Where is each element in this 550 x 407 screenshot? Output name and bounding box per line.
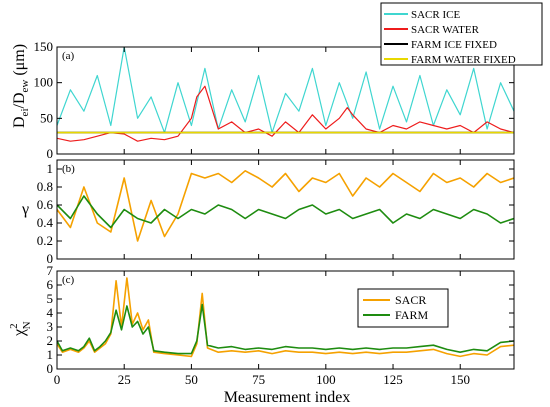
panel-c-ytick-label: 0 xyxy=(47,361,54,376)
x-tick-label: 0 xyxy=(54,372,61,387)
panel-a-ylabel: Dei/Dew (μm) xyxy=(11,44,31,128)
legend-label-farm-ice-fixed: FARM ICE FIXED xyxy=(411,39,497,51)
panel-c-series-sacr xyxy=(57,277,514,358)
x-tick-label: 100 xyxy=(316,372,336,387)
frame-layer xyxy=(56,46,515,370)
legend-panel-a: SACR ICE SACR WATER FARM ICE FIXED FARM WAT… xyxy=(380,2,543,66)
panel-a-frame xyxy=(56,46,515,155)
legend-label-farm: FARM xyxy=(395,308,428,322)
panel-b-series-sacr xyxy=(57,170,514,242)
legend-label-sacr-water: SACR WATER xyxy=(411,24,480,36)
legend-label-sacr: SACR xyxy=(395,293,426,307)
panel-c-frame xyxy=(56,270,515,370)
panel-a-series-sacr-water xyxy=(57,85,514,142)
x-tick-label: 150 xyxy=(450,372,470,387)
panel-c-ytick-label: 3 xyxy=(47,319,54,334)
x-tick-label: 25 xyxy=(118,372,131,387)
panel-b-series-group xyxy=(57,170,514,242)
panel-a-ytick-label: 0 xyxy=(47,146,54,161)
panel-c-series-group xyxy=(57,277,514,358)
panel-a-series-sacr-ice xyxy=(57,47,514,134)
panel-b-ytick-label: 0.6 xyxy=(37,197,54,212)
x-axis-label: Measurement index xyxy=(224,389,351,406)
panel-a-ytick-label: 50 xyxy=(40,110,53,125)
legend-panel-c-box xyxy=(357,288,449,328)
panel-b-ytick-label: 0.8 xyxy=(37,179,53,194)
panel-b-ytick-label: 0.2 xyxy=(37,233,53,248)
text-layer: Dei/Dew (μm) γ χ2N Measurement index 050… xyxy=(8,2,543,406)
panel-c-ytick-label: 6 xyxy=(47,277,54,292)
panel-a-series-group xyxy=(57,47,514,142)
panel-b-frame xyxy=(56,159,515,260)
legend-label-farm-water-fixed: FARM WATER FIXED xyxy=(411,54,516,66)
panel-a-ytick-label: 150 xyxy=(34,39,54,54)
panel-b-ytick-label: 0.4 xyxy=(37,215,54,230)
panel-a-ytick-label: 100 xyxy=(34,75,54,90)
x-tick-label: 125 xyxy=(383,372,403,387)
panel-c-ylabel: χ2N xyxy=(8,321,33,337)
data-layer xyxy=(57,47,514,358)
panel-b-series-farm xyxy=(57,195,514,229)
panel-c-ytick-label: 4 xyxy=(47,305,54,320)
panel-a-label: (a) xyxy=(62,50,75,62)
panel-c-ytick-label: 2 xyxy=(47,333,54,348)
panel-c-ytick-label: 1 xyxy=(47,347,54,362)
panel-b-label: (b) xyxy=(62,163,75,175)
panel-c-ytick-label: 7 xyxy=(47,263,54,278)
x-tick-label: 75 xyxy=(252,372,265,387)
x-tick-label: 50 xyxy=(185,372,198,387)
panel-b-ytick-label: 1 xyxy=(47,161,54,176)
panel-b-ylabel: γ xyxy=(21,201,29,218)
panel-c-label: (c) xyxy=(62,274,75,286)
panel-c-series-farm xyxy=(57,303,514,355)
panel-c-ytick-label: 5 xyxy=(47,291,54,306)
panel-b-ytick-label: 0 xyxy=(47,251,54,266)
legend-label-sacr-ice: SACR ICE xyxy=(411,9,460,21)
